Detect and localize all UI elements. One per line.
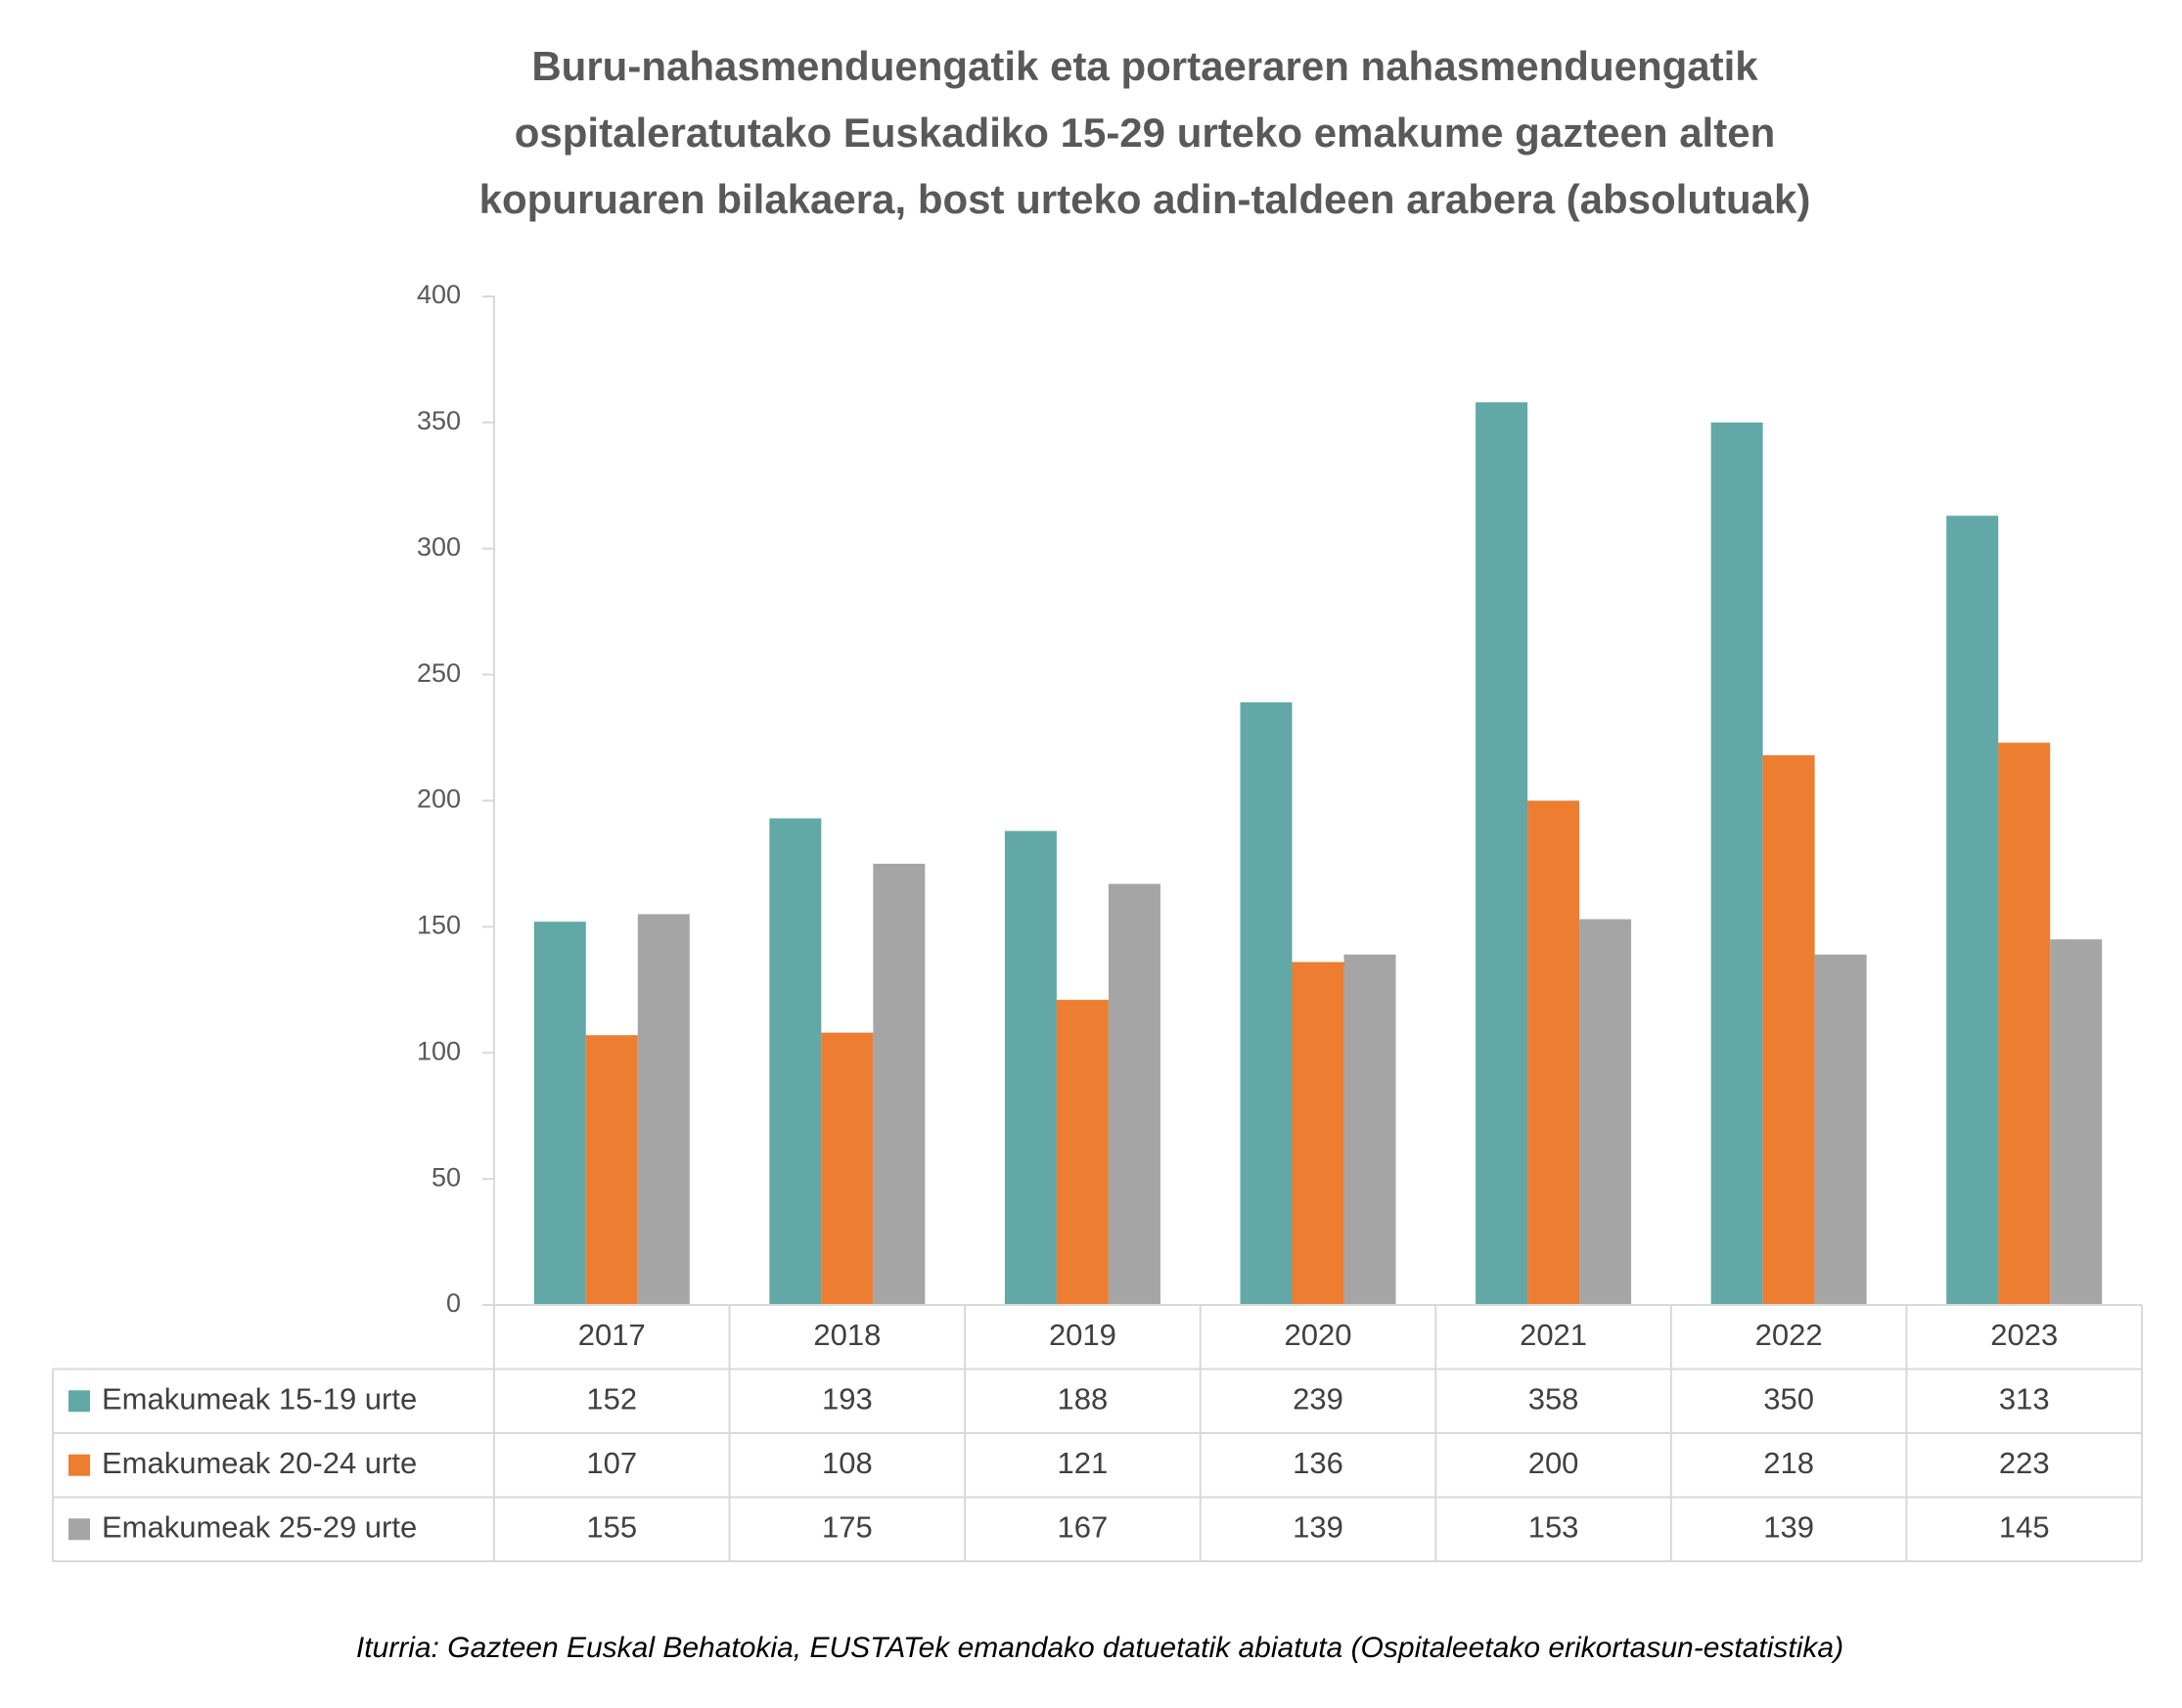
- table-value: 145: [1999, 1509, 2050, 1544]
- bar: [1710, 422, 1763, 1305]
- bar: [821, 1032, 874, 1305]
- bar: [1527, 800, 1580, 1305]
- table-value: 175: [822, 1509, 873, 1544]
- x-tick-label: 2021: [1520, 1318, 1587, 1352]
- table-value: 139: [1293, 1509, 1343, 1544]
- table-value: 239: [1293, 1381, 1343, 1416]
- chart-title: ospitaleratutako Euskadiko 15-29 urteko …: [515, 110, 1775, 156]
- bar: [585, 1035, 638, 1305]
- legend-swatch: [68, 1518, 90, 1541]
- x-tick-label: 2017: [578, 1318, 646, 1352]
- table-value: 107: [586, 1446, 637, 1480]
- bar: [1004, 831, 1057, 1305]
- chart-title: Buru-nahasmenduengatik eta portaeraren n…: [531, 43, 1758, 89]
- legend-label: Emakumeak 20-24 urte: [102, 1446, 417, 1480]
- y-tick-label: 150: [417, 911, 461, 940]
- bar: [1762, 755, 1815, 1305]
- table-value: 155: [586, 1509, 637, 1544]
- bar: [533, 921, 586, 1305]
- table-value: 200: [1528, 1446, 1579, 1480]
- y-tick-label: 100: [417, 1036, 461, 1065]
- x-tick-label: 2022: [1755, 1318, 1823, 1352]
- legend-swatch: [68, 1390, 90, 1413]
- y-tick-label: 200: [417, 785, 461, 814]
- x-tick-label: 2018: [813, 1318, 881, 1352]
- table-value: 153: [1528, 1509, 1579, 1544]
- table-value: 223: [1999, 1446, 2050, 1480]
- legend-label: Emakumeak 25-29 urte: [102, 1509, 417, 1544]
- bar: [1579, 919, 1632, 1305]
- bar: [1998, 742, 2051, 1305]
- bar: [637, 914, 690, 1305]
- legend-swatch: [68, 1454, 90, 1476]
- y-tick-label: 0: [446, 1288, 461, 1318]
- y-tick-label: 50: [432, 1162, 461, 1191]
- table-value: 313: [1999, 1381, 2050, 1416]
- table-value: 358: [1528, 1381, 1579, 1416]
- bar: [2050, 939, 2103, 1305]
- bar: [1292, 962, 1344, 1305]
- table-value: 108: [822, 1446, 873, 1480]
- legend-label: Emakumeak 15-19 urte: [102, 1381, 417, 1416]
- y-tick-label: 300: [417, 532, 461, 562]
- table-value: 136: [1293, 1446, 1343, 1480]
- source-note: Iturria: Gazteen Euskal Behatokia, EUSTA…: [356, 1632, 1843, 1664]
- x-tick-label: 2019: [1049, 1318, 1116, 1352]
- table-value: 121: [1058, 1446, 1109, 1480]
- table-value: 167: [1058, 1509, 1109, 1544]
- bar: [1946, 516, 1999, 1305]
- table-value: 139: [1763, 1509, 1814, 1544]
- table-value: 152: [586, 1381, 637, 1416]
- bar: [1814, 954, 1867, 1305]
- bar: [1056, 1000, 1109, 1305]
- bar: [873, 863, 926, 1305]
- table-value: 218: [1763, 1446, 1814, 1480]
- x-tick-label: 2023: [1990, 1318, 2058, 1352]
- bar: [1476, 402, 1528, 1305]
- table-value: 350: [1763, 1381, 1814, 1416]
- y-tick-label: 400: [417, 280, 461, 309]
- bar: [1343, 954, 1396, 1305]
- y-tick-label: 250: [417, 658, 461, 688]
- x-tick-label: 2020: [1285, 1318, 1352, 1352]
- table-value: 193: [822, 1381, 873, 1416]
- y-tick-label: 350: [417, 406, 461, 435]
- table-value: 188: [1058, 1381, 1109, 1416]
- bar: [1108, 883, 1160, 1305]
- bar: [1240, 701, 1293, 1305]
- chart-title: kopuruaren bilakaera, bost urteko adin-t…: [479, 176, 1811, 222]
- bar: [769, 818, 822, 1305]
